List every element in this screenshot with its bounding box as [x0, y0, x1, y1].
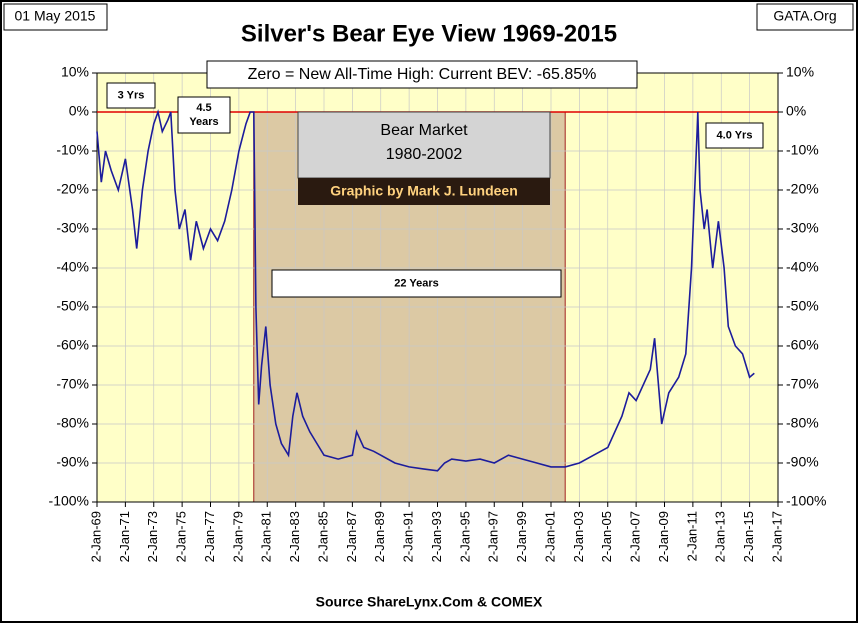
bear-title-box [297, 111, 551, 179]
annotation-box [106, 82, 156, 109]
annotation: 4.0 Yrs [717, 129, 753, 141]
y-tick-label: 0% [69, 103, 89, 119]
annotation: 22 Years [394, 277, 438, 289]
annotation: 4.5 [196, 102, 211, 114]
annotation: 3 Yrs [118, 89, 145, 101]
x-tick-label: 2-Jan-13 [713, 511, 728, 562]
x-tick-label: 2-Jan-99 [514, 511, 529, 562]
x-tick-label: 2-Jan-91 [401, 511, 416, 562]
y-tick-label: -70% [56, 376, 89, 392]
headline-box [206, 60, 638, 89]
x-tick-label: 2-Jan-07 [628, 511, 643, 562]
x-tick-label: 2-Jan-73 [145, 511, 160, 562]
bear-title: 1980-2002 [386, 146, 463, 163]
x-tick-label: 2-Jan-97 [486, 511, 501, 562]
y2-tick-label: -70% [786, 376, 819, 392]
y2-tick-label: -60% [786, 337, 819, 353]
x-tick-label: 2-Jan-85 [315, 511, 330, 562]
credit: Graphic by Mark J. Lundeen [330, 183, 518, 199]
x-tick-label: 2-Jan-03 [571, 511, 586, 562]
y-tick-label: 10% [61, 64, 89, 80]
y-tick-label: -50% [56, 298, 89, 314]
site-label: GATA.Org [773, 8, 836, 24]
x-tick-label: 2-Jan-77 [202, 511, 217, 562]
y2-tick-label: -30% [786, 220, 819, 236]
y2-tick-label: 0% [786, 103, 806, 119]
y-tick-label: -40% [56, 259, 89, 275]
x-tick-label: 2-Jan-87 [344, 511, 359, 562]
x-tick-label: 2-Jan-17 [769, 511, 784, 562]
annotation-box [271, 269, 562, 298]
x-tick-label: 2-Jan-15 [741, 511, 756, 562]
x-tick-label: 2-Jan-81 [259, 511, 274, 562]
chart-title: Silver's Bear Eye View 1969-2015 [241, 20, 617, 47]
y-tick-label: -100% [49, 493, 89, 509]
y-tick-label: -60% [56, 337, 89, 353]
annotation-box [705, 122, 764, 149]
y-tick-label: -90% [56, 454, 89, 470]
annotation: Years [189, 116, 218, 128]
series-line [96, 109, 755, 472]
y2-tick-label: 10% [786, 64, 814, 80]
x-tick-label: 2-Jan-11 [684, 511, 699, 561]
y2-tick-label: -90% [786, 454, 819, 470]
bear-title: Bear Market [380, 122, 468, 139]
x-tick-label: 2-Jan-05 [599, 511, 614, 562]
credit-box [298, 178, 550, 205]
date-label: 01 May 2015 [15, 8, 96, 24]
x-tick-label: 2-Jan-09 [656, 511, 671, 562]
y-tick-label: -30% [56, 220, 89, 236]
x-tick-label: 2-Jan-71 [117, 511, 132, 562]
y-tick-label: -10% [56, 142, 89, 158]
x-tick-label: 2-Jan-83 [287, 511, 302, 562]
x-tick-label: 2-Jan-95 [457, 511, 472, 562]
annotation-box [177, 96, 231, 134]
y2-tick-label: -80% [786, 415, 819, 431]
x-tick-label: 2-Jan-79 [230, 511, 245, 562]
y-tick-label: -20% [56, 181, 89, 197]
y2-tick-label: -50% [786, 298, 819, 314]
y-tick-label: -80% [56, 415, 89, 431]
x-tick-label: 2-Jan-75 [174, 511, 189, 562]
x-tick-label: 2-Jan-89 [372, 511, 387, 562]
headline: Zero = New All-Time High: Current BEV: -… [248, 66, 597, 83]
y2-tick-label: -10% [786, 142, 819, 158]
x-tick-label: 2-Jan-93 [429, 511, 444, 562]
site-box [756, 3, 854, 31]
y2-tick-label: -40% [786, 259, 819, 275]
y2-tick-label: -100% [786, 493, 826, 509]
source: Source ShareLynx.Com & COMEX [316, 594, 543, 610]
y2-tick-label: -20% [786, 181, 819, 197]
date-box [3, 3, 108, 31]
x-tick-label: 2-Jan-69 [88, 511, 103, 562]
x-tick-label: 2-Jan-01 [542, 511, 557, 562]
